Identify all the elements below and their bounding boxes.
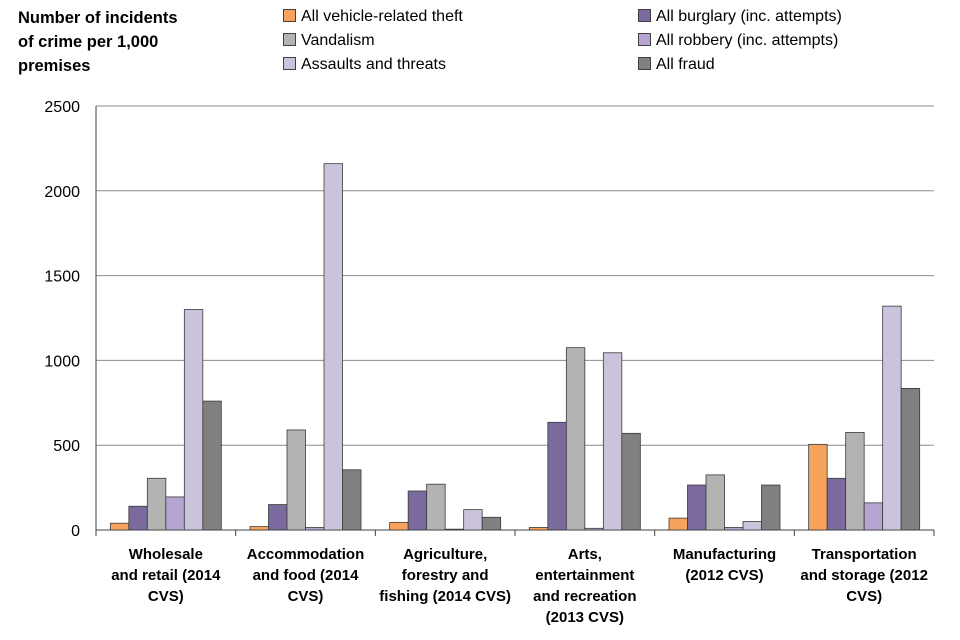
y-axis-title-line: Number of incidents [18, 9, 178, 27]
legend-swatch-robbery [638, 33, 651, 46]
bar [463, 509, 483, 531]
legend-item: All fraud [638, 54, 715, 76]
legend-label: Vandalism [301, 32, 375, 49]
bar [882, 305, 902, 531]
legend-item: All burglary (inc. attempts) [638, 6, 842, 28]
bar [305, 527, 325, 531]
x-category-label-line: and retail (2014 [111, 567, 221, 584]
x-category-label-line: Arts, [567, 546, 602, 563]
y-tick-label: 500 [53, 438, 80, 455]
bar [286, 429, 306, 531]
legend-swatch-vehicle-theft [283, 9, 296, 22]
bar [323, 163, 343, 531]
bar [165, 496, 185, 531]
y-axis-title: Number of incidents of crime per 1,000 p… [18, 6, 178, 78]
x-category-label-line: Wholesale [128, 546, 203, 563]
y-tick-label: 1500 [44, 269, 80, 286]
bar [268, 504, 288, 531]
bar [826, 477, 847, 531]
bar [128, 505, 148, 531]
y-tick-label: 1000 [44, 353, 80, 370]
y-tick-label: 2500 [44, 99, 80, 116]
x-category-label: Wholesale and retail (2014 CVS) [96, 544, 236, 607]
legend-item: Assaults and threats [283, 54, 446, 76]
legend-label: All robbery (inc. attempts) [656, 32, 839, 49]
bar [146, 477, 167, 531]
x-category-label-line: entertainment [535, 567, 635, 584]
x-category-label: Accommodation and food (2014 CVS) [236, 544, 376, 607]
y-axis-title-line: of crime per 1,000 [18, 33, 159, 51]
x-category-label-line: and recreation [533, 588, 637, 605]
x-category-label-line: forestry and [401, 567, 489, 584]
x-category-label-line: and food (2014 [252, 567, 359, 584]
bar [705, 474, 725, 531]
bar [444, 528, 465, 531]
y-axis-title-line: premises [18, 57, 91, 75]
bar [202, 400, 222, 531]
x-category-label-line: (2012 CVS) [685, 567, 764, 584]
bar [528, 527, 549, 531]
bar [389, 521, 409, 531]
bar [602, 352, 623, 531]
x-category-label-line: CVS) [147, 588, 184, 605]
x-category-label-line: Manufacturing [672, 546, 777, 563]
legend-swatch-fraud [638, 57, 651, 70]
bar [845, 432, 865, 531]
legend-swatch-burglary [638, 9, 651, 22]
legend: All vehicle-related theft All burglary (… [283, 6, 943, 82]
bar [249, 526, 269, 531]
x-category-label-line: and storage (2012 [800, 567, 928, 584]
bar [426, 483, 446, 531]
bar [183, 309, 204, 531]
x-category-label: Transportation and storage (2012 CVS) [794, 544, 934, 607]
bar [808, 443, 828, 531]
x-category-label: Manufacturing (2012 CVS) [655, 544, 795, 586]
bar [668, 517, 688, 531]
bar [342, 469, 362, 531]
x-category-label-line: CVS) [846, 588, 883, 605]
legend-label: All fraud [656, 56, 715, 73]
bar [863, 502, 884, 531]
bar [407, 490, 428, 531]
bar [109, 522, 130, 531]
legend-item: All vehicle-related theft [283, 6, 463, 28]
bar [900, 387, 921, 531]
x-category-label-line: (2013 CVS) [545, 609, 625, 626]
x-category-label: Arts, entertainment and recreation (2013 CV… [515, 544, 655, 628]
legend-item: Vandalism [283, 30, 375, 52]
y-tick-label: 2000 [44, 184, 80, 201]
y-tick-label: 0 [71, 523, 80, 540]
bar [565, 347, 586, 531]
x-category-label: Agriculture, forestry and fishing (2014 CV… [375, 544, 515, 607]
x-category-label-line: Accommodation [246, 546, 365, 563]
x-category-label-line: Transportation [811, 546, 917, 563]
bar [547, 421, 567, 531]
bar [481, 516, 502, 531]
x-category-label-line: fishing (2014 CVS) [379, 588, 511, 605]
legend-label: Assaults and threats [301, 56, 446, 73]
x-category-label-line: Agriculture, [403, 546, 488, 563]
bar [724, 527, 744, 531]
bar [742, 521, 762, 531]
bar [621, 432, 641, 531]
x-category-label-line: CVS) [287, 588, 324, 605]
legend-label: All burglary (inc. attempts) [656, 8, 842, 25]
legend-item: All robbery (inc. attempts) [638, 30, 838, 52]
bar [761, 484, 781, 531]
bar [687, 484, 707, 531]
legend-label: All vehicle-related theft [301, 8, 463, 25]
legend-swatch-vandalism [283, 33, 296, 46]
legend-swatch-assaults [283, 57, 296, 70]
bar [584, 527, 604, 531]
